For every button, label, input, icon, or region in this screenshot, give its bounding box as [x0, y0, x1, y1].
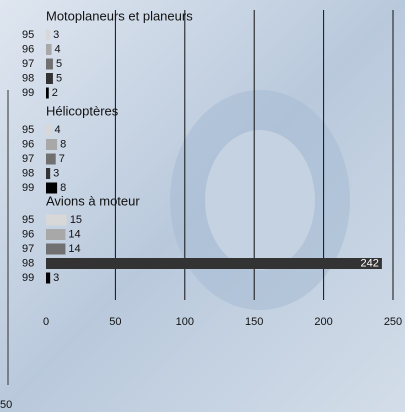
- bar: [46, 273, 50, 284]
- corner-label: 50: [0, 399, 12, 411]
- background-shape: [205, 130, 315, 270]
- bar: [46, 183, 57, 194]
- bar: [46, 88, 49, 99]
- bar: [46, 30, 50, 41]
- y-tick-label: 95: [22, 214, 34, 226]
- x-tick-label: 0: [43, 316, 49, 328]
- value-label: 5: [56, 72, 62, 84]
- value-label: 2: [52, 87, 58, 99]
- value-label: 8: [60, 138, 66, 150]
- y-tick-label: 97: [22, 58, 34, 70]
- bar: [46, 139, 57, 150]
- y-tick-label: 99: [22, 87, 34, 99]
- bar: [46, 215, 67, 226]
- x-tick-label: 50: [109, 316, 121, 328]
- value-label: 242: [361, 257, 379, 269]
- y-tick-label: 97: [22, 243, 34, 255]
- group-title: Avions à moteur: [46, 193, 140, 208]
- y-tick-label: 95: [22, 124, 34, 136]
- y-tick-label: 97: [22, 153, 34, 165]
- group-title: Motoplaneurs et planeurs: [46, 8, 193, 23]
- y-tick-label: 96: [22, 228, 34, 240]
- bar: [46, 125, 52, 136]
- value-label: 4: [55, 43, 61, 55]
- y-tick-label: 98: [22, 72, 34, 84]
- bar: [46, 44, 52, 55]
- bar: [46, 59, 53, 70]
- x-tick-label: 200: [314, 316, 332, 328]
- value-label: 14: [68, 228, 80, 240]
- x-tick-label: 100: [176, 316, 194, 328]
- bar: [46, 154, 56, 165]
- bar: [46, 229, 65, 240]
- value-label: 4: [55, 124, 61, 136]
- x-tick-label: 150: [245, 316, 263, 328]
- y-tick-label: 98: [22, 257, 34, 269]
- bar: [46, 258, 382, 269]
- value-label: 3: [53, 167, 59, 179]
- value-label: 5: [56, 58, 62, 70]
- value-label: 15: [70, 214, 82, 226]
- bar: [46, 168, 50, 179]
- bar: [46, 73, 53, 84]
- y-tick-label: 99: [22, 182, 34, 194]
- value-label: 7: [59, 153, 65, 165]
- value-label: 3: [53, 272, 59, 284]
- x-tick-label: 250: [384, 316, 402, 328]
- y-tick-label: 99: [22, 272, 34, 284]
- group-title: Hélicoptères: [46, 103, 119, 118]
- value-label: 3: [53, 29, 59, 41]
- y-tick-label: 98: [22, 167, 34, 179]
- chart: 50 0 50 100 150 200 250 Motoplaneurs et planeu…: [0, 0, 405, 412]
- value-label: 8: [60, 182, 66, 194]
- value-label: 14: [68, 243, 80, 255]
- y-tick-label: 96: [22, 138, 34, 150]
- bar: [46, 244, 65, 255]
- y-tick-label: 95: [22, 29, 34, 41]
- y-tick-label: 96: [22, 43, 34, 55]
